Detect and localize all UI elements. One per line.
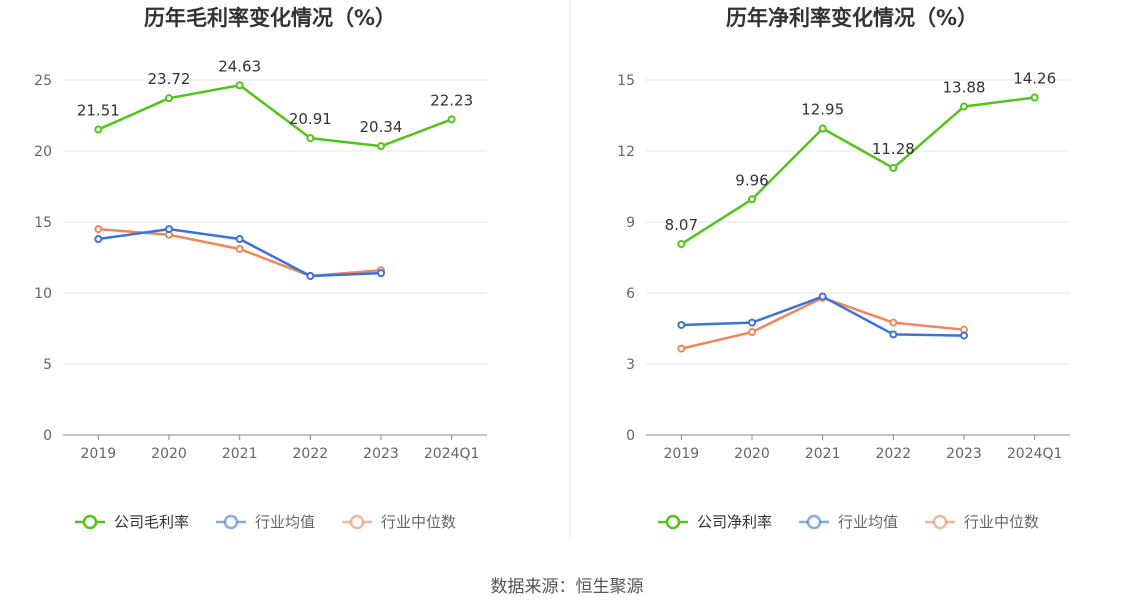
x-tick-label: 2022: [876, 446, 912, 462]
net-margin-chart: 历年净利率变化情况（%） 0 3 6 9 12 15 2019 2020 2021 2022 2023…: [617, 6, 1070, 531]
industry-median-point: [889, 318, 898, 327]
data-label: 21.51: [77, 102, 120, 120]
industry-average-point: [306, 271, 315, 280]
chart-title: 历年毛利率变化情况（%）: [144, 6, 396, 30]
legend-industry-median-label: 行业中位数: [381, 513, 456, 531]
industry-average-point: [235, 235, 244, 244]
x-tick-label: 2020: [734, 446, 770, 462]
industry-average-point: [960, 331, 968, 340]
industry-average-point: [677, 320, 686, 329]
y-tick-label: 10: [34, 286, 52, 302]
data-label: 8.07: [665, 216, 698, 234]
industry-average-point: [818, 292, 827, 301]
company-gross-margin-point: [447, 115, 456, 124]
x-tick-label: 2021: [222, 446, 258, 462]
x-tick-label: 2024Q1: [424, 446, 480, 462]
data-label: 13.88: [943, 79, 986, 97]
chart-title: 历年净利率变化情况（%）: [726, 6, 978, 30]
legend-industry-average-marker: [806, 514, 822, 530]
company-gross-margin-point: [377, 142, 385, 151]
company-gross-margin-point: [306, 134, 315, 143]
x-tick-label: 2021: [805, 446, 841, 462]
data-label: 12.95: [801, 101, 844, 119]
y-tick-label: 3: [626, 357, 635, 373]
data-label: 11.28: [872, 140, 915, 158]
y-tick-label: 20: [34, 144, 52, 160]
company-net-margin-point: [748, 195, 756, 204]
data-label: 9.96: [735, 171, 768, 189]
company-net-margin-point: [677, 240, 686, 249]
company-gross-margin-point: [165, 94, 173, 103]
y-tick-label: 0: [626, 428, 635, 444]
data-label: 20.34: [360, 118, 403, 136]
legend-industry-median-label: 行业中位数: [964, 513, 1039, 531]
industry-average-point: [748, 318, 756, 327]
data-label: 22.23: [430, 91, 473, 109]
legend-company-net-margin-label: 公司净利率: [697, 513, 772, 531]
x-tick-label: 2019: [81, 446, 117, 462]
industry-average-point: [377, 269, 385, 278]
company-gross-margin-point: [94, 125, 103, 134]
legend-industry-average-label: 行业均值: [255, 513, 315, 531]
x-tick-label: 2022: [293, 446, 329, 462]
company-net-margin-point: [960, 102, 968, 111]
legend-company-net-margin-marker: [665, 514, 681, 530]
y-tick-label: 9: [626, 215, 635, 231]
data-label: 24.63: [218, 57, 261, 75]
data-label: 14.26: [1013, 70, 1056, 88]
gross-margin-chart: 历年毛利率变化情况（%） 0 5 10 15 20 25 2019 2020 2021 2022 20…: [34, 6, 487, 531]
x-tick-label: 2019: [664, 446, 700, 462]
company-gross-margin-point: [235, 81, 244, 90]
data-label: 23.72: [148, 70, 191, 88]
legend-industry-median-marker: [349, 514, 365, 530]
x-tick-label: 2023: [363, 446, 399, 462]
y-tick-label: 6: [626, 286, 635, 302]
y-tick-label: 5: [43, 357, 52, 373]
industry-median-point: [677, 344, 686, 353]
data-label: 20.91: [289, 110, 332, 128]
company-net-margin-point: [1030, 93, 1039, 102]
y-tick-label: 12: [617, 144, 635, 160]
company-gross-margin-line: [97, 84, 453, 148]
x-tick-label: 2020: [151, 446, 187, 462]
industry-average-point: [165, 225, 173, 234]
industry-average-point: [94, 235, 103, 244]
legend-company-gross-margin-label: 公司毛利率: [114, 513, 189, 531]
industry-average-point: [889, 330, 898, 339]
company-net-margin-line: [680, 96, 1035, 246]
y-tick-label: 15: [34, 215, 52, 231]
industry-median-point: [235, 244, 244, 253]
legend-industry-average-marker: [223, 514, 239, 530]
data-source-caption: 数据来源：恒生聚源: [491, 577, 644, 597]
industry-median-point: [94, 225, 103, 234]
legend-industry-median-marker: [932, 514, 948, 530]
y-tick-label: 0: [43, 428, 52, 444]
legend-company-gross-margin-marker: [82, 514, 98, 530]
company-net-margin-point: [889, 164, 898, 173]
legend-industry-average-label: 行业均值: [838, 513, 898, 531]
y-tick-label: 15: [617, 73, 635, 89]
y-tick-label: 25: [34, 73, 52, 89]
x-tick-label: 2023: [946, 446, 982, 462]
industry-average-line: [681, 295, 965, 337]
company-net-margin-point: [818, 124, 827, 133]
x-tick-label: 2024Q1: [1007, 446, 1063, 462]
industry-median-point: [748, 328, 756, 337]
